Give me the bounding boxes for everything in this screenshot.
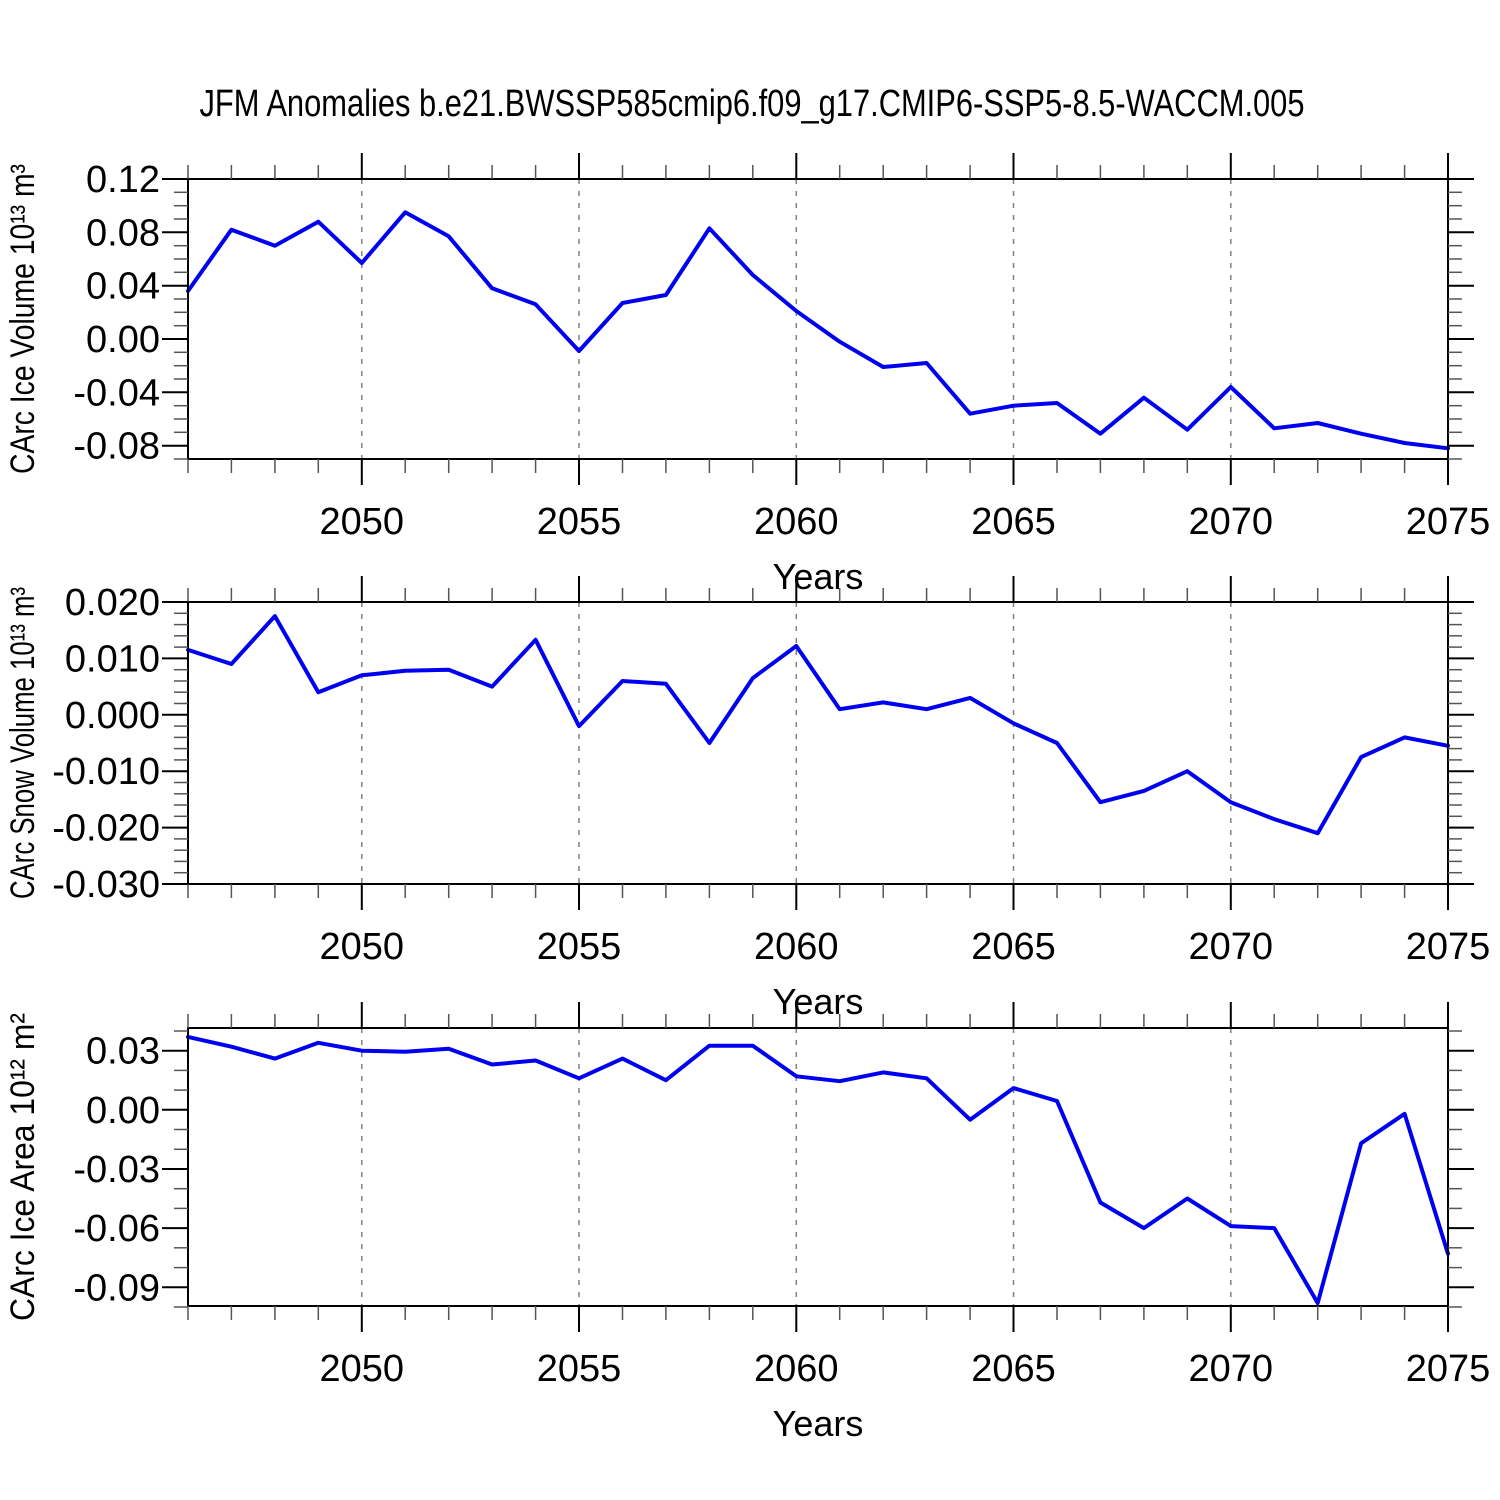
x-tick-label: 2050 [320, 501, 405, 543]
x-tick-label: 2065 [971, 926, 1056, 968]
y-tick-label: 0.00 [86, 1090, 160, 1132]
data-line [186, 614, 1450, 836]
x-tick-label: 2070 [1189, 926, 1274, 968]
x-tick-label: 2055 [537, 926, 622, 968]
chart-title: JFM Anomalies b.e21.BWSSP585cmip6.f09_g1… [200, 83, 1305, 125]
x-tick-label: 2055 [537, 1348, 622, 1390]
x-tick-label: 2060 [754, 1348, 839, 1390]
x-tick-label: 2060 [754, 926, 839, 968]
x-tick-label: 2065 [971, 1348, 1056, 1390]
y-tick-label: 0.03 [86, 1031, 160, 1073]
y-tick-label: 0.12 [86, 159, 160, 201]
x-tick-label: 2075 [1406, 1348, 1491, 1390]
y-axis-label: CArc Ice Volume 10¹³ m³ [4, 164, 42, 474]
y-tick-label: -0.020 [52, 808, 160, 850]
x-tick-label: 2050 [320, 1348, 405, 1390]
y-tick-label: -0.04 [73, 372, 160, 414]
y-tick-label: -0.08 [73, 426, 160, 468]
panel-ice-volume-panel: 0.12 0.08 0.04 0.00 -0.04 -0.08 2050 2055 2060 20… [4, 153, 1490, 597]
y-tick-label: -0.030 [52, 864, 160, 906]
y-tick-label: -0.09 [73, 1267, 160, 1309]
x-tick-label: 2070 [1189, 1348, 1274, 1390]
x-axis-label: Years [773, 981, 864, 1022]
y-tick-label: 0.000 [65, 695, 160, 737]
x-tick-label: 2070 [1189, 501, 1274, 543]
panel-snow-volume-panel: 0.020 0.010 0.000 -0.010 -0.020 -0.030 2050 205… [4, 576, 1490, 1022]
x-tick-label: 2075 [1406, 501, 1491, 543]
x-tick-label: 2055 [537, 501, 622, 543]
y-tick-label: 0.010 [65, 638, 160, 680]
panel-border [187, 601, 1449, 885]
x-tick-label: 2060 [754, 501, 839, 543]
y-axis-label: CArc Ice Area 10¹² m² [4, 1013, 42, 1321]
panel-border [187, 178, 1449, 460]
y-tick-label: 0.020 [65, 582, 160, 624]
y-tick-label: -0.010 [52, 751, 160, 793]
x-tick-label: 2065 [971, 501, 1056, 543]
y-tick-label: -0.06 [73, 1208, 160, 1250]
x-axis-label: Years [773, 556, 864, 597]
panel-ice-area-panel: 0.03 0.00 -0.03 -0.06 -0.09 2050 2055 2060 2065 2… [4, 1002, 1490, 1444]
y-tick-label: -0.03 [73, 1149, 160, 1191]
x-axis-label: Years [773, 1403, 864, 1444]
panel-border [187, 1027, 1449, 1307]
data-line [186, 1034, 1450, 1305]
y-tick-label: 0.04 [86, 266, 160, 308]
x-tick-label: 2075 [1406, 926, 1491, 968]
y-tick-label: 0.00 [86, 319, 160, 361]
data-line [186, 210, 1450, 451]
y-axis-label: CArc Snow Volume 10¹³ m³ [4, 587, 42, 899]
x-tick-label: 2050 [320, 926, 405, 968]
y-tick-label: 0.08 [86, 212, 160, 254]
